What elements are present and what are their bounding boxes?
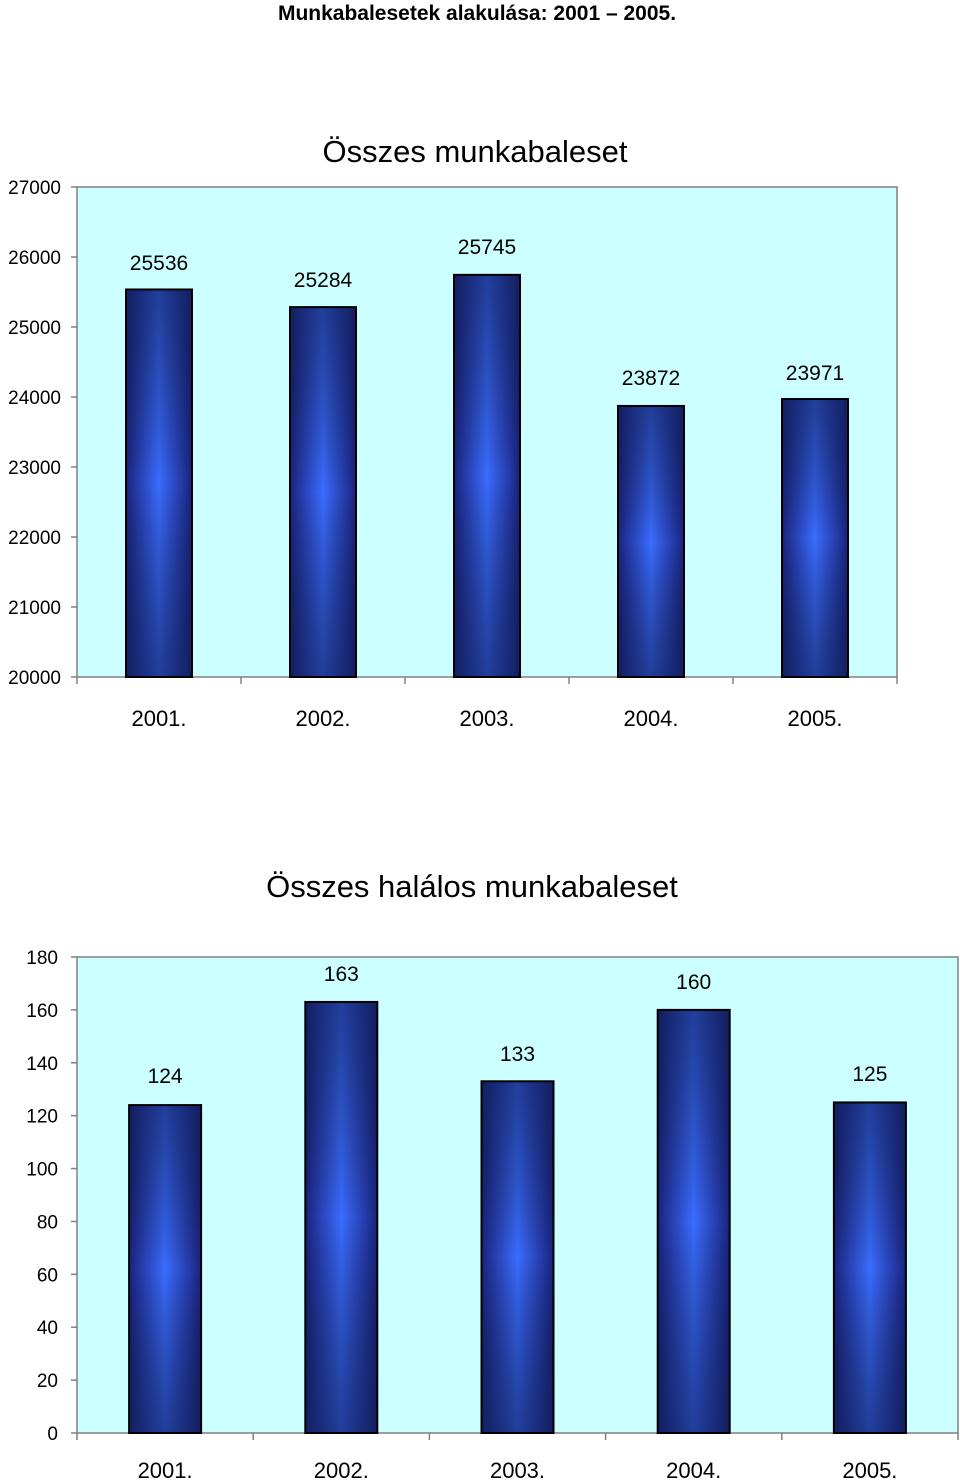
bar-2003 bbox=[453, 273, 521, 678]
bar-outline bbox=[617, 404, 685, 678]
bar-outline bbox=[289, 306, 357, 678]
bar-shade bbox=[657, 1009, 730, 1433]
bar-shade bbox=[833, 1102, 906, 1433]
bar-outline bbox=[480, 1080, 555, 1435]
data-label: 25536 bbox=[130, 252, 188, 275]
data-label: 23872 bbox=[622, 367, 680, 390]
bar-outline bbox=[832, 1101, 907, 1434]
bar-shade bbox=[305, 1001, 378, 1433]
x-category-label: 2005. bbox=[787, 706, 842, 731]
chart-title: Összes munkabaleset bbox=[323, 134, 628, 169]
bar-2003 bbox=[480, 1080, 555, 1435]
x-category-label: 2002. bbox=[314, 1458, 369, 1483]
bar-outline bbox=[656, 1008, 731, 1435]
y-tick-label: 20 bbox=[37, 1371, 58, 1392]
y-tick-label: 24000 bbox=[8, 388, 61, 409]
x-category-label: 2002. bbox=[295, 706, 350, 731]
data-label: 25745 bbox=[458, 236, 516, 259]
bar-outline bbox=[453, 273, 521, 678]
y-tick-label: 80 bbox=[37, 1212, 58, 1233]
data-label: 125 bbox=[852, 1063, 887, 1086]
x-category-label: 2001. bbox=[138, 1458, 193, 1483]
bar-2002 bbox=[304, 1000, 379, 1434]
data-label: 133 bbox=[500, 1043, 535, 1066]
bar-2002 bbox=[289, 306, 357, 678]
bar-shade bbox=[481, 1081, 554, 1433]
y-tick-label: 25000 bbox=[8, 318, 61, 339]
y-tick-label: 21000 bbox=[8, 598, 61, 619]
bar-outline bbox=[781, 398, 849, 678]
bar-outline bbox=[128, 1104, 203, 1434]
y-tick-label: 40 bbox=[37, 1318, 58, 1339]
bar-shade bbox=[782, 399, 848, 677]
bar-2001 bbox=[128, 1104, 203, 1434]
bar-2004 bbox=[656, 1008, 731, 1435]
y-tick-label: 0 bbox=[47, 1424, 58, 1445]
y-tick-label: 20000 bbox=[8, 668, 61, 689]
data-label: 23971 bbox=[786, 362, 844, 385]
y-tick-label: 180 bbox=[26, 948, 58, 969]
data-label: 25284 bbox=[294, 269, 353, 292]
data-label: 163 bbox=[324, 963, 359, 986]
y-tick-label: 26000 bbox=[8, 248, 61, 269]
data-label: 160 bbox=[676, 971, 711, 994]
bar-2005 bbox=[832, 1101, 907, 1434]
bar-shade bbox=[129, 1105, 202, 1433]
x-category-label: 2004. bbox=[666, 1458, 721, 1483]
y-tick-label: 160 bbox=[26, 1001, 58, 1022]
bar-outline bbox=[304, 1000, 379, 1434]
y-tick-label: 120 bbox=[26, 1107, 58, 1128]
x-category-label: 2005. bbox=[842, 1458, 897, 1483]
x-category-label: 2003. bbox=[490, 1458, 545, 1483]
bar-shade bbox=[290, 307, 356, 677]
bar-shade bbox=[454, 274, 520, 677]
x-category-label: 2003. bbox=[459, 706, 514, 731]
bar-2004 bbox=[617, 404, 685, 678]
x-category-label: 2001. bbox=[131, 706, 186, 731]
data-label: 124 bbox=[148, 1065, 183, 1088]
bar-2005 bbox=[781, 398, 849, 678]
page-title-text: Munkabalesetek alakulása: 2001 – 2005. bbox=[277, 2, 677, 25]
y-tick-label: 27000 bbox=[8, 178, 61, 199]
bar-shade bbox=[618, 405, 684, 677]
y-tick-label: 140 bbox=[26, 1054, 58, 1075]
y-tick-label: 22000 bbox=[8, 528, 61, 549]
x-category-label: 2004. bbox=[623, 706, 678, 731]
bar-shade bbox=[126, 289, 192, 677]
y-tick-label: 23000 bbox=[8, 458, 61, 479]
chart-title: Összes halálos munkabaleset bbox=[266, 869, 678, 904]
y-tick-label: 100 bbox=[26, 1160, 58, 1181]
page-title: Munkabalesetek alakulása: 2001 – 2005. bbox=[0, 2, 960, 26]
bar-outline bbox=[125, 288, 193, 678]
y-tick-label: 60 bbox=[37, 1265, 58, 1286]
bar-2001 bbox=[125, 288, 193, 678]
chart-total-accidents: Összes munkabaleset 20000 21000 22000 23000… bbox=[8, 134, 898, 731]
